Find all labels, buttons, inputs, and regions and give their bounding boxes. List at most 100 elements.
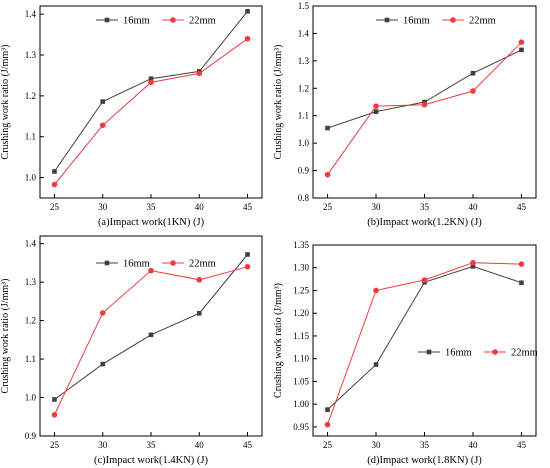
y-tick-label: 1.25: [293, 285, 309, 295]
y-tick-label: 1.15: [293, 331, 309, 341]
legend: 16mm 22mm: [96, 259, 216, 270]
x-tick-label: 45: [243, 202, 253, 212]
legend-label-16mm: 16mm: [445, 348, 472, 359]
x-axis-label: (c)Impact work(1.4KN) (J): [94, 455, 209, 466]
legend-marker-22mm: [450, 17, 456, 23]
data-point-22mm: [51, 181, 58, 188]
data-point-16mm: [373, 109, 379, 114]
data-point-16mm: [148, 76, 154, 82]
x-tick-label: 30: [372, 202, 382, 212]
data-point-22mm: [99, 122, 106, 129]
data-point-16mm: [519, 47, 524, 53]
y-tick-label: 1.10: [293, 354, 309, 364]
series-line-22mm: [327, 262, 522, 425]
y-tick-label: 1.0: [298, 138, 310, 148]
x-tick-label: 35: [420, 202, 430, 212]
legend-label-16mm: 16mm: [123, 259, 150, 270]
x-tick-label: 35: [420, 440, 430, 450]
y-tick-label: 1.30: [293, 263, 309, 273]
y-tick-label: 1.35: [293, 240, 309, 250]
y-tick-label: 1.2: [25, 316, 36, 326]
data-point-16mm: [52, 397, 57, 402]
legend-label-22mm: 22mm: [469, 16, 496, 27]
y-tick-label: 1.00: [293, 399, 309, 409]
y-tick-label: 1.3: [25, 277, 37, 287]
legend-marker-16mm: [104, 17, 110, 23]
legend-label-16mm: 16mm: [123, 16, 150, 27]
data-point-22mm: [421, 101, 428, 108]
y-tick-label: 1.05: [293, 376, 309, 386]
y-tick-label: 0.9: [25, 431, 37, 441]
y-tick-label: 1.1: [25, 132, 36, 142]
data-point-22mm: [51, 412, 58, 418]
data-point-16mm: [325, 125, 330, 131]
chart-panel-2: 0.8 0.9 1.0 1.1 1.2 1.3 1.4 1.5 25 30 35 40 45 (b)Imp…: [273, 1, 537, 228]
x-tick-label: 35: [147, 202, 157, 212]
y-tick-label: 1.2: [298, 83, 309, 93]
y-tick-label: 1.4: [25, 9, 37, 19]
data-point-22mm: [244, 35, 251, 42]
data-point-22mm: [373, 103, 379, 109]
data-point-16mm: [470, 264, 476, 269]
y-tick-label: 1.4: [25, 239, 37, 249]
y-tick-label: 1.1: [25, 354, 36, 364]
y-tick-label: 1.2: [25, 91, 36, 101]
legend: 16mm 22mm: [418, 348, 538, 359]
data-point-16mm: [519, 280, 524, 286]
data-point-22mm: [470, 88, 476, 94]
legend-label-22mm: 22mm: [189, 259, 216, 270]
data-point-16mm: [196, 311, 202, 316]
x-tick-label: 25: [50, 440, 60, 450]
y-tick-label: 1.4: [298, 28, 310, 38]
x-tick-label: 40: [468, 202, 478, 212]
y-tick-label: 1.0: [25, 393, 37, 403]
legend-marker-22mm: [170, 260, 176, 266]
chart-panel-3: 0.9 1.0 1.1 1.2 1.3 1.4 25 30 35 40 45 (c)Impact wo…: [0, 235, 263, 466]
data-point-22mm: [470, 259, 476, 266]
legend: 16mm 22mm: [96, 16, 216, 27]
y-tick-label: 1.1: [298, 111, 309, 121]
y-tick-label: 0.9: [298, 166, 310, 176]
x-axis-label: (a)Impact work(1KN) (J): [98, 217, 205, 228]
y-tick-label: 1.0: [25, 173, 37, 183]
x-axis-label: (b)Impact work(1.2KN) (J): [367, 217, 482, 228]
data-point-22mm: [99, 310, 106, 316]
x-tick-label: 30: [372, 440, 382, 450]
data-point-16mm: [325, 407, 330, 412]
y-axis-label: Crushing work ratio (J/mm³): [273, 45, 284, 160]
x-tick-label: 30: [98, 440, 108, 450]
y-tick-label: 0.8: [298, 193, 310, 203]
series-line-22mm: [327, 41, 522, 175]
series-line-16mm: [327, 49, 522, 129]
legend-label-16mm: 16mm: [403, 16, 430, 27]
legend-label-22mm: 22mm: [511, 348, 538, 359]
x-tick-label: 40: [468, 440, 478, 450]
legend-label-22mm: 22mm: [189, 16, 216, 27]
data-point-22mm: [324, 171, 331, 178]
legend-marker-22mm: [492, 349, 498, 355]
x-tick-label: 45: [243, 440, 253, 450]
x-axis-label: (d)Impact work(1.8KN) (J): [367, 455, 482, 466]
x-tick-label: 40: [195, 440, 205, 450]
data-point-22mm: [148, 79, 154, 86]
data-point-22mm: [421, 277, 428, 283]
x-tick-label: 40: [195, 202, 205, 212]
series-line-16mm: [327, 265, 522, 410]
data-point-22mm: [148, 267, 154, 274]
legend: 16mm 22mm: [376, 16, 496, 27]
data-point-22mm: [373, 287, 379, 294]
legend-marker-16mm: [104, 260, 110, 266]
data-point-22mm: [196, 70, 203, 77]
legend-marker-22mm: [170, 17, 176, 23]
data-point-16mm: [245, 9, 250, 14]
y-axis-label: Crushing work ratio (J/mm³): [0, 45, 11, 160]
data-point-16mm: [373, 362, 379, 367]
y-tick-label: 0.95: [293, 422, 309, 432]
y-axis-label: Crushing work ratio (J/mm³): [273, 283, 284, 398]
y-tick-label: 1.5: [298, 1, 310, 11]
series-line-16mm: [54, 10, 248, 172]
x-tick-label: 45: [517, 202, 527, 212]
legend-marker-16mm: [426, 349, 432, 355]
data-point-16mm: [245, 252, 250, 257]
data-point-16mm: [100, 99, 106, 104]
